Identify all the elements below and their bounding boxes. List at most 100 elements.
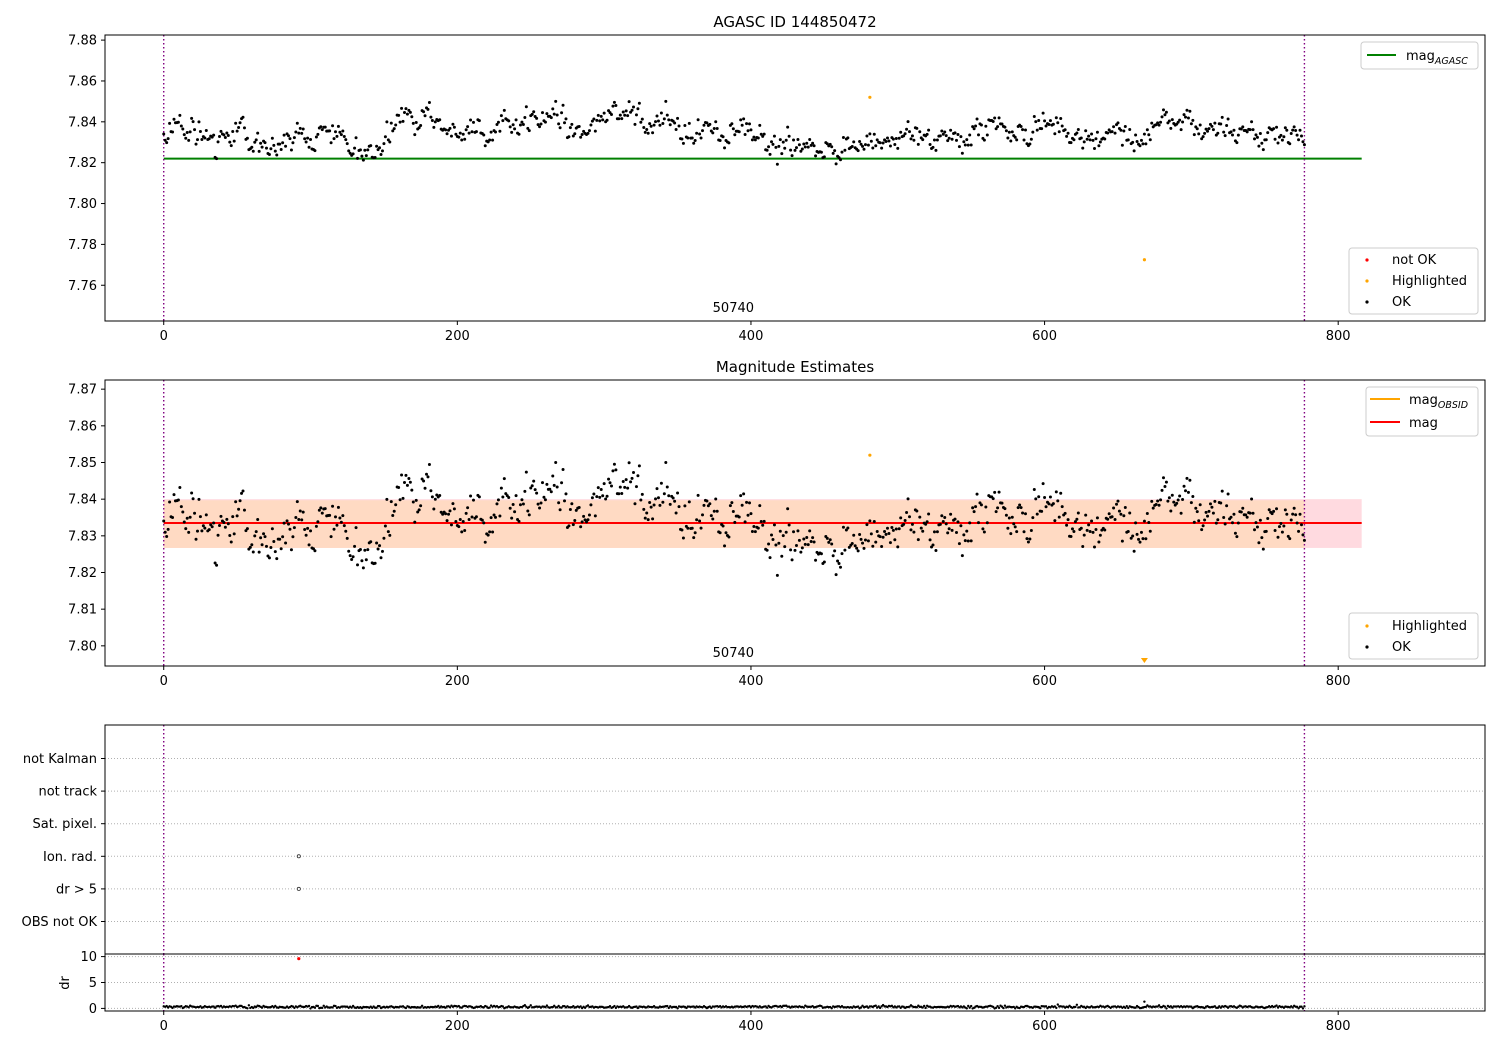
data-point-ok	[872, 519, 876, 523]
data-point-ok	[242, 508, 246, 512]
data-point-ok	[245, 527, 249, 531]
data-point-ok	[410, 488, 414, 492]
data-point-ok	[803, 145, 807, 149]
data-point-ok	[698, 132, 702, 136]
data-point-ok	[944, 134, 948, 138]
dr-point	[765, 1006, 769, 1009]
data-point-ok	[850, 541, 854, 545]
data-point-ok	[843, 548, 847, 552]
data-point-ok	[441, 512, 445, 516]
data-point-ok	[946, 139, 950, 143]
data-point-ok	[492, 513, 496, 517]
dr-point	[1303, 1005, 1306, 1008]
data-point-ok	[423, 114, 427, 118]
dr-point	[529, 1004, 532, 1007]
data-point-ok	[1191, 118, 1195, 122]
data-point-ok	[237, 125, 241, 129]
data-point-ok	[819, 150, 823, 154]
data-point-ok	[348, 151, 352, 155]
data-point-ok	[940, 514, 944, 518]
data-point-ok	[1082, 533, 1086, 537]
data-point-ok	[1197, 519, 1201, 523]
data-point-ok	[1009, 532, 1013, 536]
data-point-ok	[859, 142, 863, 146]
data-point-ok	[464, 511, 468, 515]
data-point-ok	[916, 142, 920, 146]
data-point-ok	[171, 130, 175, 134]
data-point-ok	[982, 138, 986, 142]
data-point-ok	[386, 138, 390, 142]
data-point-ok	[1289, 131, 1293, 135]
data-point-ok	[985, 133, 989, 137]
data-point-ok	[605, 118, 609, 122]
data-point-ok	[745, 500, 749, 504]
data-point-ok	[598, 495, 602, 499]
data-point-ok	[557, 501, 561, 505]
data-point-ok	[533, 488, 537, 492]
data-point-ok	[494, 130, 498, 134]
data-point-ok	[868, 519, 872, 523]
data-point-ok	[477, 119, 481, 123]
data-point-ok	[839, 565, 843, 569]
data-point-ok	[369, 144, 373, 148]
data-point-ok	[523, 489, 527, 493]
data-point-ok	[332, 527, 336, 531]
data-point-ok	[852, 533, 856, 537]
data-point-ok	[1235, 535, 1239, 539]
data-point-ok	[586, 518, 590, 522]
dr-point	[501, 1005, 505, 1008]
data-point-ok	[1037, 119, 1041, 123]
data-point-ok	[909, 528, 913, 532]
data-point-ok	[213, 561, 217, 565]
data-point-ok	[881, 141, 885, 145]
data-point-ok	[457, 525, 461, 529]
panel-dr: 0 5 10 0 200 400 600 800 dr	[58, 950, 1486, 1034]
data-point-ok	[193, 128, 197, 132]
x-tick-label: 0	[160, 674, 168, 689]
dr-point	[334, 1004, 337, 1008]
data-point-ok	[532, 479, 536, 483]
x-tick-label: 600	[1032, 674, 1057, 689]
data-point-ok	[1257, 144, 1261, 148]
dr-point	[1003, 1004, 1007, 1007]
data-point-ok	[1159, 120, 1163, 124]
data-point-ok	[1279, 521, 1283, 525]
data-point-ok	[298, 126, 302, 130]
data-point-ok	[1232, 512, 1236, 516]
data-point-ok	[458, 131, 462, 135]
data-point-ok	[237, 507, 241, 511]
data-point-ok	[1122, 514, 1126, 518]
data-point-ok	[241, 115, 245, 119]
data-point-ok	[739, 118, 743, 122]
data-point-ok	[612, 462, 616, 466]
data-point-ok	[491, 138, 495, 142]
data-point-ok	[495, 122, 499, 126]
data-point-ok	[232, 532, 236, 536]
data-point-ok	[839, 158, 843, 162]
data-point-ok	[1291, 512, 1295, 516]
data-point-ok	[182, 520, 186, 524]
data-point-ok	[790, 558, 794, 562]
data-point-ok	[338, 130, 342, 134]
data-point-ok	[661, 500, 665, 504]
data-point-ok	[1065, 523, 1069, 527]
legend-label-ok: OK	[1392, 640, 1411, 655]
data-point-ok	[176, 120, 180, 124]
dr-point	[488, 1006, 491, 1009]
data-point-ok	[369, 540, 373, 544]
data-point-ok	[363, 148, 367, 152]
data-point-ok	[1054, 116, 1058, 120]
data-point-ok	[949, 512, 953, 516]
data-point-ok	[451, 122, 455, 126]
data-point-ok	[402, 480, 406, 484]
data-point-ok	[1239, 510, 1243, 514]
data-point-ok	[347, 549, 351, 553]
dr-point	[187, 1006, 190, 1009]
data-point-ok	[828, 538, 832, 542]
data-point-ok	[1132, 549, 1136, 553]
data-point-ok	[190, 491, 194, 495]
data-point-ok	[977, 521, 981, 525]
data-point-ok	[187, 138, 191, 142]
data-point-ok	[739, 494, 743, 498]
data-point-ok	[1090, 132, 1094, 136]
